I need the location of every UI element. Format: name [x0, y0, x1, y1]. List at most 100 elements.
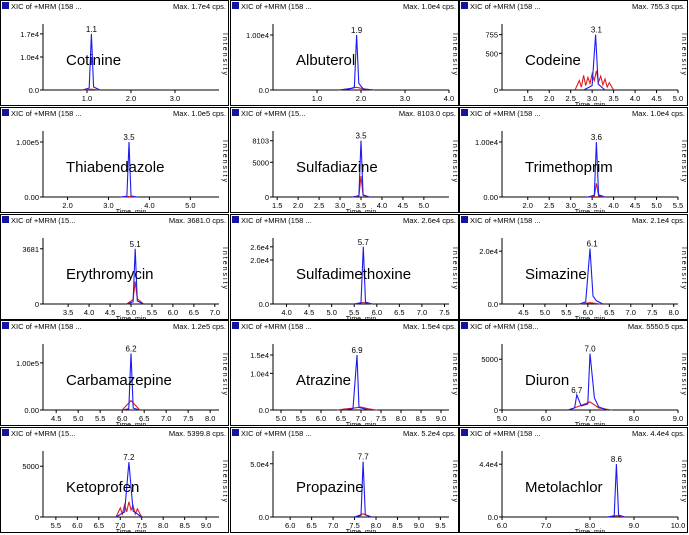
- xic-chart: XIC of +MRM (158 ... Max. 755.3 cps. Inten…: [459, 0, 688, 106]
- x-tick-label: 2.0: [544, 94, 554, 103]
- x-tick-label: 8.0: [158, 521, 168, 530]
- x-tick-label: 5.0: [185, 201, 195, 210]
- red-trace: [121, 399, 141, 411]
- x-axis-title: Time, min: [346, 529, 377, 533]
- x-axis-title: Time, min: [575, 316, 606, 320]
- panel-border: [0, 320, 229, 426]
- y-tick-label: 1.5e4: [250, 351, 269, 360]
- y-tick-label: 500: [485, 49, 498, 58]
- chromatogram-panel: XIC of +MRM (158... Max. 5550.5 cps. Inten…: [459, 320, 688, 426]
- x-tick-label: 5.5: [349, 308, 359, 317]
- compound-name: Albuterol: [296, 52, 355, 69]
- chromatogram-panel: XIC of +MRM (15... Max. 3681.0 cps. Intens…: [0, 214, 229, 320]
- x-tick-label: 7.5: [137, 521, 147, 530]
- x-axis-title: Time, min: [575, 422, 606, 426]
- red-trace: [82, 88, 101, 91]
- y-axis-title: Intensity: [451, 140, 458, 184]
- compound-name: Propazine: [296, 479, 364, 496]
- blue-trace: [120, 141, 138, 198]
- header-marker: [2, 109, 9, 116]
- blue-trace: [354, 461, 372, 518]
- x-tick-label: 7.0: [115, 521, 125, 530]
- header-title: XIC of +MRM (158 ...: [470, 2, 541, 11]
- x-tick-label: 8.0: [371, 521, 381, 530]
- xic-chart: XIC of +MRM (158 ... Max. 1.0e4 cps. Inten…: [459, 107, 688, 213]
- y-tick-label: 0.00: [24, 193, 39, 202]
- y-axis-title: Intensity: [221, 33, 228, 77]
- chromatogram-panel: XIC of +MRM (158 ... Max. 755.3 cps. Inten…: [459, 0, 688, 106]
- x-tick-label: 2.0: [356, 94, 366, 103]
- x-tick-label: 4.0: [144, 201, 154, 210]
- header-title: XIC of +MRM (158 ...: [470, 216, 541, 225]
- y-tick-label: 1.0e4: [250, 369, 269, 378]
- peak-label: 1.1: [86, 25, 98, 34]
- x-tick-label: 7.0: [161, 414, 171, 423]
- x-tick-label: 5.5: [561, 308, 571, 317]
- xic-chart: XIC of +MRM (158 ... Max. 1.0e5 cps. Inten…: [0, 107, 229, 213]
- header-title: XIC of +MRM (15...: [11, 429, 75, 438]
- max-intensity-label: Max. 5.2e4 cps.: [403, 429, 456, 438]
- header-marker: [232, 109, 239, 116]
- compound-name: Cotinine: [66, 52, 121, 69]
- x-tick-label: 5.0: [419, 201, 429, 210]
- x-tick-label: 5.5: [296, 414, 306, 423]
- y-axis-title: Intensity: [680, 33, 687, 77]
- max-intensity-label: Max. 2.1e4 cps.: [632, 216, 685, 225]
- x-tick-label: 4.5: [630, 201, 640, 210]
- y-tick-label: 1.00e5: [16, 138, 39, 147]
- x-tick-label: 2.0: [126, 94, 136, 103]
- red-trace: [352, 176, 370, 198]
- compound-name: Diuron: [525, 372, 569, 389]
- red-trace: [574, 70, 615, 91]
- peak-label: 5.1: [130, 240, 142, 249]
- y-axis-title: Intensity: [221, 353, 228, 397]
- x-tick-label: 7.5: [439, 308, 449, 317]
- compound-name: Codeine: [525, 52, 581, 69]
- peak-label: 1.9: [351, 26, 363, 35]
- peak-label: 3.5: [355, 132, 367, 141]
- x-tick-label: 6.0: [316, 414, 326, 423]
- x-tick-label: 3.0: [103, 201, 113, 210]
- x-tick-label: 7.5: [376, 414, 386, 423]
- y-tick-label: 5000: [22, 462, 39, 471]
- chromatogram-panel: XIC of +MRM (158 ... Max. 1.0e5 cps. Inten…: [0, 107, 229, 213]
- header-marker: [461, 216, 468, 223]
- x-tick-label: 3.0: [170, 94, 180, 103]
- blue-trace: [344, 354, 370, 411]
- x-tick-label: 4.0: [377, 201, 387, 210]
- x-tick-label: 4.0: [444, 94, 454, 103]
- peak-label: 7.7: [358, 453, 370, 462]
- red-trace: [587, 183, 606, 198]
- x-tick-label: 8.0: [585, 521, 595, 530]
- x-tick-label: 3.0: [400, 94, 410, 103]
- x-tick-label: 4.5: [51, 414, 61, 423]
- x-tick-label: 1.5: [523, 94, 533, 103]
- chromatogram-panel: XIC of +MRM (158 ... Max. 1.7e4 cps. Inten…: [0, 0, 229, 106]
- peak-label: 6.7: [571, 386, 583, 395]
- header-title: XIC of +MRM (158 ...: [241, 216, 312, 225]
- max-intensity-label: Max. 1.2e5 cps.: [173, 322, 226, 331]
- panel-border: [230, 214, 459, 320]
- x-tick-label: 8.5: [392, 521, 402, 530]
- y-tick-label: 2.0e4: [250, 256, 269, 265]
- x-tick-label: 4.0: [630, 94, 640, 103]
- x-tick-label: 4.5: [304, 308, 314, 317]
- header-marker: [2, 429, 9, 436]
- x-tick-label: 9.0: [436, 414, 446, 423]
- max-intensity-label: Max. 1.5e4 cps.: [403, 322, 456, 331]
- blue-trace: [579, 248, 604, 305]
- x-tick-label: 5.0: [540, 308, 550, 317]
- header-marker: [2, 216, 9, 223]
- header-marker: [232, 2, 239, 9]
- x-tick-label: 5.5: [95, 414, 105, 423]
- chromatogram-panel: XIC of +MRM (158 ... Max. 4.4e4 cps. Inten…: [459, 427, 688, 533]
- xic-chart: XIC of +MRM (15... Max. 5399.8 cps. Intens…: [0, 427, 229, 533]
- x-tick-label: 4.5: [518, 308, 528, 317]
- x-tick-label: 2.5: [565, 94, 575, 103]
- header-title: XIC of +MRM (158...: [470, 322, 539, 331]
- panel-border: [230, 427, 459, 533]
- panel-border: [230, 107, 459, 213]
- y-tick-label: 3681: [22, 245, 39, 254]
- header-marker: [2, 2, 9, 9]
- x-tick-label: 5.5: [673, 201, 683, 210]
